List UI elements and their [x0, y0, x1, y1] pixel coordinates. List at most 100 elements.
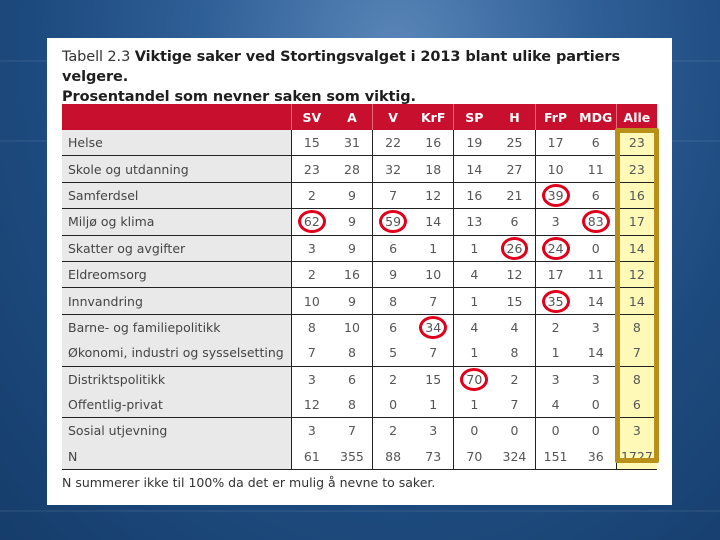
cell-value: 3: [290, 417, 332, 444]
cell-alle: 7: [615, 340, 657, 367]
row-label: Helse: [62, 130, 292, 157]
table-row: Sosial utjevning 3 7 2 3 0 0 0 0 3: [62, 417, 657, 444]
cell-value: 83: [575, 208, 617, 236]
cell-alle: 3: [615, 417, 657, 444]
row-label: Økonomi, industri og sysselsetting: [62, 340, 292, 367]
cell-value: 16: [413, 130, 454, 157]
table-row: Innvandring 10 9 8 7 1 15 35 14 14: [62, 287, 657, 315]
cell-value: 35: [534, 287, 576, 315]
cell-value: 0: [453, 417, 495, 444]
cell-value: 2: [372, 366, 414, 392]
highlight-circle: 35: [541, 289, 570, 313]
cell-value: 15: [290, 130, 332, 157]
table-row: Helse 15 31 22 16 19 25 17 6 23: [62, 130, 657, 157]
cell-value: 10: [534, 155, 576, 183]
cell-value: 1: [453, 287, 495, 315]
cell-value: 73: [413, 443, 454, 471]
col-krf: KrF: [413, 104, 454, 130]
cell-value: 5: [372, 340, 414, 367]
row-label: Skatter og avgifter: [62, 235, 292, 262]
cell-value: 70: [453, 366, 495, 392]
cell-value: 31: [331, 130, 373, 157]
cell-value: 18: [413, 155, 454, 183]
cell-value: 9: [331, 235, 373, 262]
cell-value: 8: [331, 340, 373, 367]
cell-alle: 16: [615, 182, 657, 210]
cell-alle: 8: [615, 314, 657, 341]
header-rowhead: [62, 104, 292, 130]
col-a: A: [331, 104, 373, 130]
cell-value: 8: [372, 287, 414, 315]
cell-value: 26: [494, 235, 536, 262]
table-row: Offentlig-privat 12 8 0 1 1 7 4 0 6: [62, 391, 657, 419]
col-h: H: [494, 104, 536, 130]
highlight-circle: 62: [297, 210, 326, 234]
cell-value: 10: [290, 287, 332, 315]
cell-value: 2: [372, 417, 414, 444]
cell-value: 10: [344, 319, 360, 335]
cell-value: 355: [331, 443, 373, 471]
highlight-circle: 83: [581, 210, 610, 234]
cell-value: 14: [575, 340, 617, 367]
cell-alle: 8: [615, 366, 657, 392]
cell-value: 23: [290, 155, 332, 183]
row-label: Distriktspolitikk: [62, 366, 292, 392]
cell-value: 4: [510, 319, 519, 335]
table-card: Tabell 2.3 Viktige saker ved Stortingsva…: [47, 38, 672, 505]
issues-table: SV A V KrF SP H FrP MDG Alle Helse 15 31 22…: [62, 104, 657, 471]
table-row: Skole og utdanning 23 28 32 18 14 27 10 11 23: [62, 155, 657, 183]
table-row: Barne- og familiepolitikk 8 10 6 34 4 4 2 3 8: [62, 314, 657, 341]
cell-value: 9: [331, 208, 373, 236]
cell-value: 15: [425, 371, 442, 387]
highlight-circle: 39: [541, 183, 570, 207]
cell-value: 151: [534, 443, 576, 471]
cell-value: 16: [331, 261, 373, 289]
cell-value: 6: [575, 130, 617, 157]
cell-value: 2: [534, 314, 576, 341]
row-label: Offentlig-privat: [62, 391, 292, 419]
cell-value: 4: [453, 314, 495, 341]
cell-value: 6: [372, 314, 414, 341]
cell-value: 7: [290, 340, 332, 367]
highlight-circle: 59: [379, 210, 408, 234]
col-mdg: MDG: [575, 104, 617, 130]
cell-value: 6: [494, 208, 536, 236]
cell-value: 14: [575, 287, 617, 315]
row-label: Sosial utjevning: [62, 417, 292, 444]
cell-value: 12: [413, 182, 454, 210]
table-number: Tabell 2.3: [62, 49, 131, 65]
cell-value: 88: [372, 443, 414, 471]
cell-value: 7: [347, 423, 356, 439]
cell-value: 16: [453, 182, 495, 210]
col-frp: FrP: [534, 104, 576, 130]
highlight-circle: 34: [419, 315, 448, 339]
col-sp: SP: [453, 104, 495, 130]
cell-value: 28: [331, 155, 373, 183]
cell-value: 0: [575, 235, 617, 262]
cell-value: 324: [494, 443, 536, 471]
cell-value: 14: [413, 208, 454, 236]
highlight-circle: 70: [460, 367, 489, 391]
cell-value: 19: [453, 130, 495, 157]
row-label: Samferdsel: [62, 182, 292, 210]
col-v: V: [372, 104, 414, 130]
cell-value: 8: [331, 391, 373, 419]
cell-value: 10: [413, 261, 454, 289]
cell-value: 15: [494, 287, 536, 315]
cell-value: 3: [591, 319, 600, 335]
cell-value: 3: [290, 235, 332, 262]
cell-value: 17: [534, 130, 576, 157]
cell-value: 3: [534, 208, 576, 236]
cell-alle: 14: [615, 235, 657, 262]
cell-value: 70: [453, 443, 495, 471]
cell-value: 61: [290, 443, 332, 471]
cell-value: 0: [510, 423, 519, 439]
cell-value: 6: [575, 182, 617, 210]
cell-value: 1: [453, 340, 495, 367]
cell-value: 32: [372, 155, 414, 183]
table-row: N 61 355 88 73 70 324 151 36 1727: [62, 443, 657, 471]
row-label: Innvandring: [62, 287, 292, 315]
cell-value: 59: [372, 208, 414, 236]
cell-value: 6: [372, 235, 414, 262]
cell-value: 3: [429, 423, 438, 439]
